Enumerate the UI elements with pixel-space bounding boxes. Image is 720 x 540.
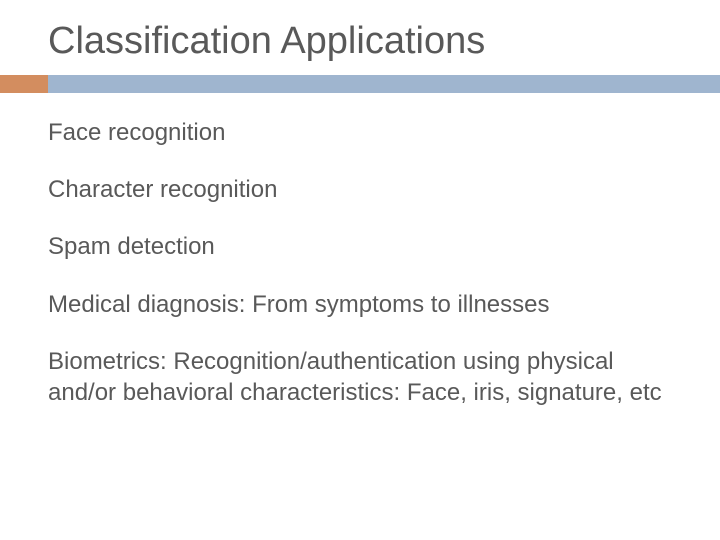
list-item: Face recognition	[48, 117, 680, 148]
slide-title: Classification Applications	[0, 20, 720, 63]
list-item: Medical diagnosis: From symptoms to illn…	[48, 289, 680, 320]
slide-content: Face recognition Character recognition S…	[0, 117, 720, 408]
divider-main-block	[48, 75, 720, 93]
presentation-slide: Classification Applications Face recogni…	[0, 0, 720, 540]
list-item: Biometrics: Recognition/authentication u…	[48, 346, 680, 408]
divider-accent-block	[0, 75, 48, 93]
divider-bar	[0, 75, 720, 93]
list-item: Character recognition	[48, 174, 680, 205]
list-item: Spam detection	[48, 231, 680, 262]
